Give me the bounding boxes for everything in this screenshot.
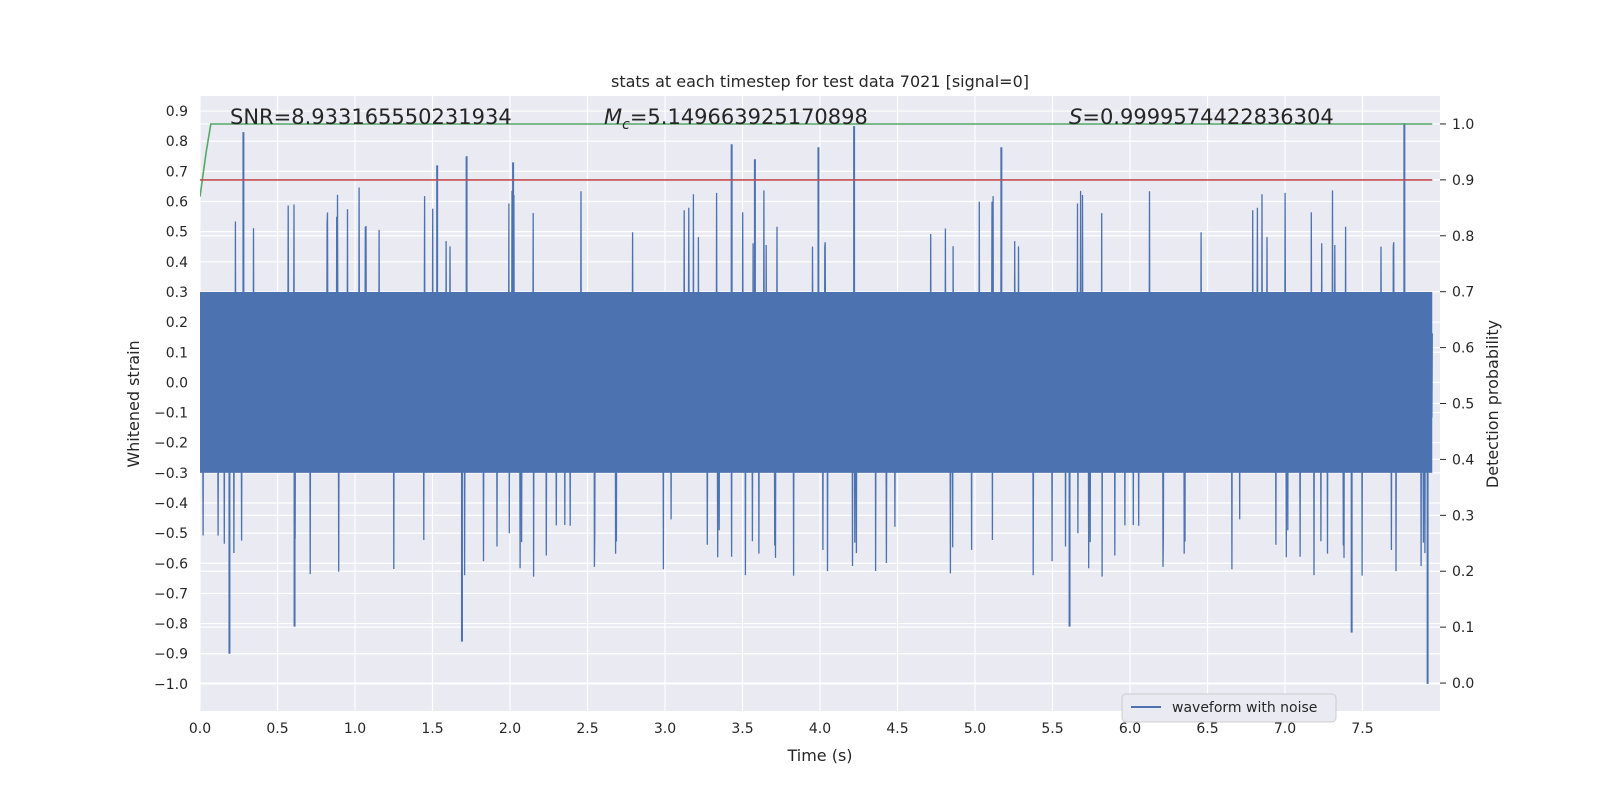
y-tick-label: 0.8 bbox=[166, 134, 188, 150]
y-tick-label: −0.6 bbox=[154, 556, 188, 572]
y-tick-label: −0.8 bbox=[154, 617, 188, 633]
y2-tick-label: 0.7 bbox=[1452, 285, 1474, 301]
y2-tick-label: 0.4 bbox=[1452, 452, 1474, 468]
waveform-core-band bbox=[200, 291, 1433, 473]
y-tick-label: 0.4 bbox=[166, 255, 188, 271]
x-tick-label: 6.5 bbox=[1196, 721, 1218, 737]
y-tick-label: −0.5 bbox=[154, 526, 188, 542]
y-tick-label: 0.9 bbox=[166, 104, 188, 120]
legend: waveform with noise bbox=[1121, 693, 1337, 723]
x-tick-label: 7.5 bbox=[1351, 721, 1373, 737]
x-tick-label: 5.0 bbox=[964, 721, 986, 737]
y-tick-label: −0.9 bbox=[154, 647, 188, 663]
y-tick-label: 0.0 bbox=[166, 375, 188, 391]
y-tick-label: 0.5 bbox=[166, 225, 188, 241]
legend-box bbox=[1121, 693, 1337, 723]
y-tick-label: −0.3 bbox=[154, 466, 188, 482]
x-tick-label: 2.0 bbox=[499, 721, 521, 737]
y-tick-label: −0.4 bbox=[154, 496, 188, 512]
x-tick-label: 5.5 bbox=[1041, 721, 1063, 737]
mc-value: =5.149663925170898 bbox=[630, 105, 868, 129]
y2-tick-label: 0.5 bbox=[1452, 397, 1474, 413]
y2-tick-label: 1.0 bbox=[1452, 117, 1474, 133]
y2-tick-label: 0.3 bbox=[1452, 508, 1474, 524]
y-axis-label: Whitened strain bbox=[124, 340, 143, 467]
s-value: =0.9999574422836304 bbox=[1082, 105, 1333, 129]
y2-tick-label: 0.9 bbox=[1452, 173, 1474, 189]
y-tick-label: 0.2 bbox=[166, 315, 188, 331]
y2-tick-label: 0.0 bbox=[1452, 676, 1474, 692]
legend-label: waveform with noise bbox=[1172, 700, 1317, 716]
x-tick-label: 4.0 bbox=[809, 721, 831, 737]
y-tick-label: 0.6 bbox=[166, 195, 188, 211]
y-tick-label: −0.1 bbox=[154, 406, 188, 422]
y-tick-label: −1.0 bbox=[154, 677, 188, 693]
y2-tick-label: 0.6 bbox=[1452, 341, 1474, 357]
x-tick-label: 4.5 bbox=[886, 721, 908, 737]
y2-tick-label: 0.8 bbox=[1452, 229, 1474, 245]
detection-probability-line bbox=[200, 123, 1433, 197]
mc-subscript: c bbox=[622, 117, 630, 133]
snr-annotation: SNR=8.933165550231934 bbox=[230, 105, 512, 129]
y-tick-label: −0.7 bbox=[154, 586, 188, 602]
x-tick-label: 0.5 bbox=[266, 721, 288, 737]
s-annotation: S=0.9999574422836304 bbox=[1069, 105, 1334, 129]
y2-tick-label: 0.2 bbox=[1452, 564, 1474, 580]
probability-series bbox=[200, 123, 1433, 197]
x-tick-label: 0.0 bbox=[189, 721, 211, 737]
s-symbol: S bbox=[1069, 105, 1082, 129]
x-axis-label: Time (s) bbox=[786, 746, 852, 765]
x-tick-label: 3.0 bbox=[654, 721, 676, 737]
y-tick-label: 0.1 bbox=[166, 345, 188, 361]
y-tick-label: −0.2 bbox=[154, 436, 188, 452]
x-tick-label: 1.0 bbox=[344, 721, 366, 737]
chart-title: stats at each timestep for test data 702… bbox=[611, 72, 1029, 91]
x-tick-label: 3.5 bbox=[731, 721, 753, 737]
y-tick-label: 0.7 bbox=[166, 164, 188, 180]
y2-tick-label: 0.1 bbox=[1452, 620, 1474, 636]
mc-annotation: Mc=5.149663925170898 bbox=[604, 105, 868, 133]
y2-axis-label: Detection probability bbox=[1483, 320, 1502, 488]
y2-axis: 0.0 0.1 0.2 0.3 0.4 0.5 0.6 0.7 0.8 0.9 1.0 bbox=[1440, 117, 1474, 692]
mc-symbol: M bbox=[604, 105, 622, 129]
x-tick-label: 2.5 bbox=[576, 721, 598, 737]
waveform-series bbox=[200, 123, 1433, 684]
x-tick-label: 6.0 bbox=[1119, 721, 1141, 737]
x-tick-label: 1.5 bbox=[421, 721, 443, 737]
x-axis: 0.0 0.5 1.0 1.5 2.0 2.5 3.0 3.5 4.0 4.5 5.0 5.5 6.0 6… bbox=[189, 721, 1374, 737]
x-tick-label: 7.0 bbox=[1274, 721, 1296, 737]
y-axis: −1.0 −0.9 −0.8 −0.7 −0.6 −0.5 −0.4 −0.3 −0.2 −0.1… bbox=[154, 104, 188, 693]
y-tick-label: 0.3 bbox=[166, 285, 188, 301]
